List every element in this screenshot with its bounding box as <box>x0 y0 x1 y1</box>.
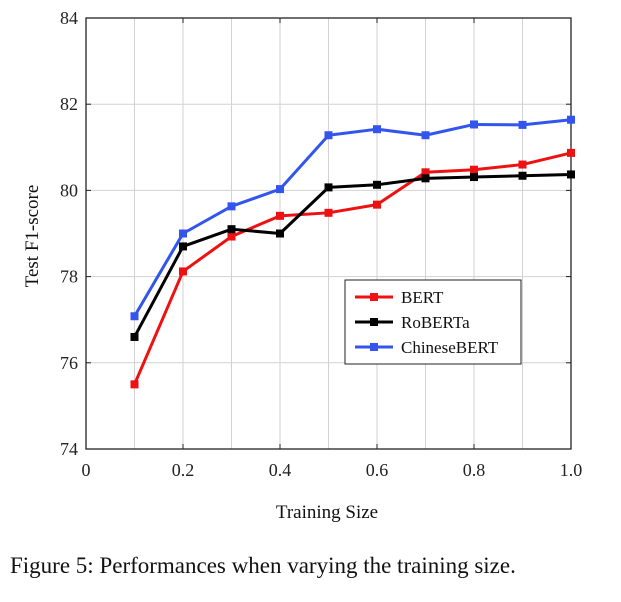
series-chinesebert <box>130 115 575 321</box>
data-point <box>518 160 527 169</box>
series-roberta <box>130 170 575 341</box>
data-point <box>276 211 284 220</box>
x-tick-label: 0.6 <box>366 460 389 480</box>
y-tick-label: 76 <box>60 353 78 373</box>
legend-item: RoBERTa <box>355 313 470 332</box>
data-point <box>324 208 333 217</box>
data-point <box>518 171 527 180</box>
data-point <box>227 202 236 211</box>
legend: BERT RoBERTa ChineseBERT <box>344 279 522 365</box>
data-point <box>179 229 187 238</box>
data-point <box>130 312 139 321</box>
legend-marker <box>370 343 378 351</box>
y-tick-label: 82 <box>60 94 78 114</box>
y-tick-label: 80 <box>60 180 78 200</box>
x-tick-label: 0.8 <box>463 460 486 480</box>
x-tick-label: 0.2 <box>172 460 195 480</box>
x-axis-label: Training Size <box>276 502 378 523</box>
legend-label: BERT <box>401 288 444 307</box>
data-point <box>421 168 430 177</box>
data-point <box>470 165 478 174</box>
data-point <box>276 229 284 238</box>
figure-caption: Figure 5: Performances when varying the … <box>10 553 516 578</box>
series-layer <box>130 115 575 389</box>
legend-marker <box>370 318 378 326</box>
data-point <box>227 225 236 234</box>
y-tick-label: 74 <box>60 439 78 459</box>
x-tick-label: 0.4 <box>269 460 292 480</box>
data-point <box>567 148 575 157</box>
data-point <box>373 200 381 209</box>
legend-label: RoBERTa <box>401 313 470 332</box>
data-point <box>276 185 284 194</box>
x-tick-label: 1.0 <box>560 460 583 480</box>
plot-frame <box>85 17 572 450</box>
legend-marker <box>370 293 378 301</box>
y-axis-label: Test F1-score <box>22 185 43 288</box>
series-bert <box>130 148 575 389</box>
data-point <box>567 170 575 179</box>
x-tick-label: 0 <box>82 460 91 480</box>
y-tick-label: 78 <box>60 267 78 287</box>
data-point <box>179 267 187 276</box>
data-point <box>373 125 381 134</box>
data-point <box>130 332 139 341</box>
data-point <box>324 183 333 192</box>
data-point <box>130 380 139 389</box>
series-line <box>133 118 572 318</box>
data-point <box>470 173 478 182</box>
tick-labels: 0 0.2 0.4 0.6 0.8 1.0 74 76 78 80 82 84 <box>60 8 582 480</box>
data-point <box>421 131 430 140</box>
series-line <box>133 151 572 385</box>
legend-item: ChineseBERT <box>355 338 499 357</box>
series-line <box>133 172 572 338</box>
axes <box>85 17 572 450</box>
data-point <box>373 180 381 189</box>
y-tick-label: 84 <box>60 8 78 28</box>
line-chart: 0 0.2 0.4 0.6 0.8 1.0 74 76 78 80 82 84 BERT RoBERTa… <box>22 8 582 523</box>
legend-label: ChineseBERT <box>401 338 499 357</box>
legend-item: BERT <box>355 288 444 307</box>
data-point <box>179 242 187 251</box>
data-point <box>567 115 575 124</box>
data-point <box>324 131 333 140</box>
data-point <box>470 120 478 129</box>
data-point <box>227 232 236 241</box>
grid <box>86 18 571 449</box>
data-point <box>421 174 430 183</box>
data-point <box>518 120 527 129</box>
